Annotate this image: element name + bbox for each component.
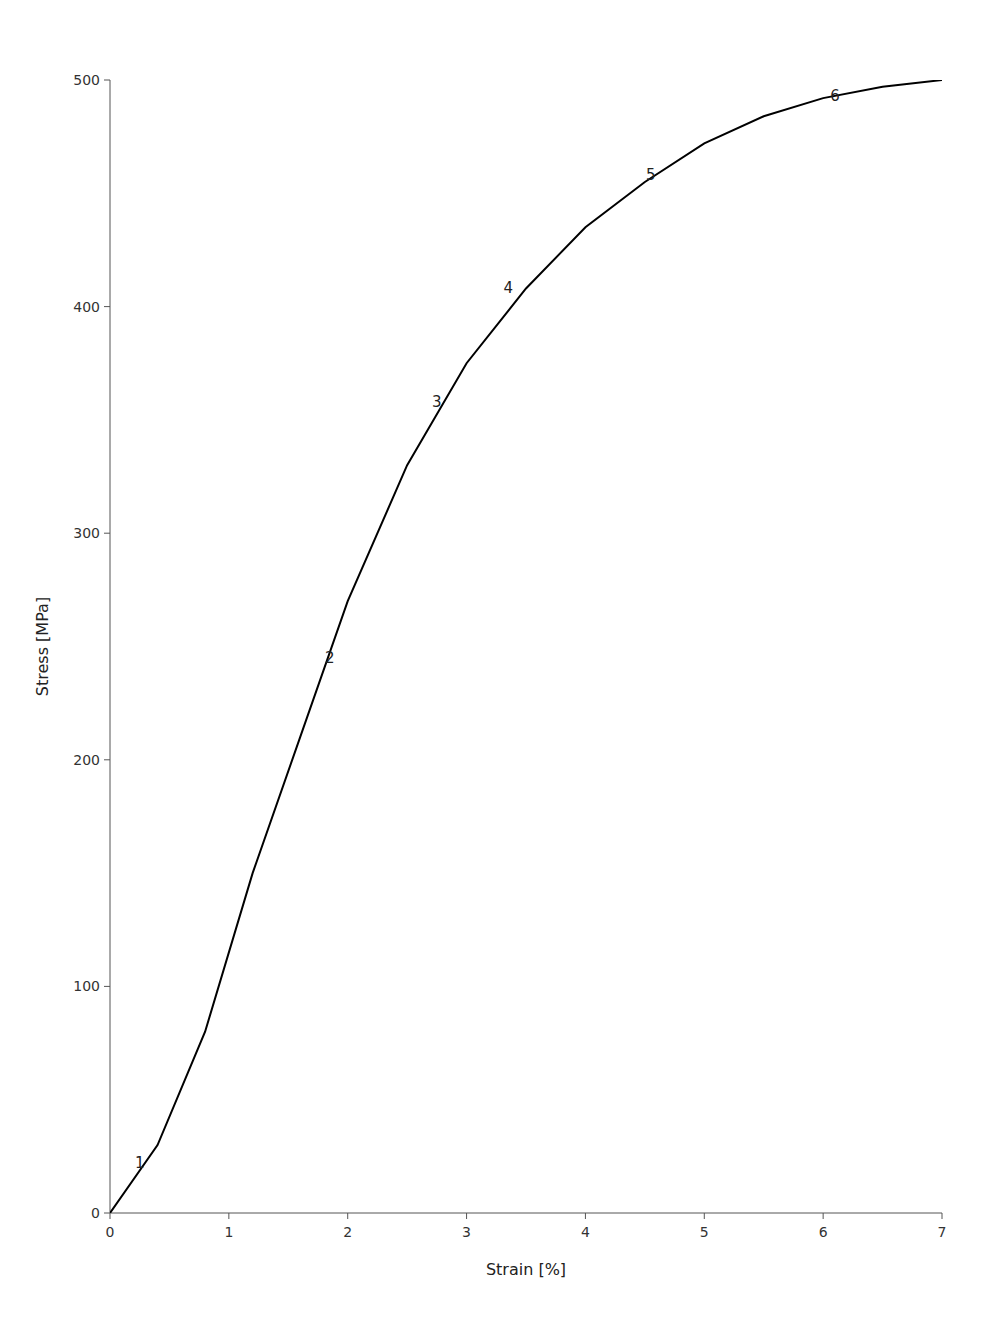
chart: 0 1 2 3 4 5 6 7 0 100 200 300 400 500 Strain [%] Stress… <box>0 0 992 1323</box>
x-tick-label: 5 <box>700 1224 709 1240</box>
plot-area <box>110 80 942 1213</box>
x-tick-label: 4 <box>581 1224 590 1240</box>
y-tick-label: 500 <box>73 72 100 88</box>
x-axis-label: Strain [%] <box>486 1260 566 1279</box>
x-tick <box>228 1213 229 1219</box>
x-tick-label: 0 <box>106 1224 115 1240</box>
x-tick <box>942 1213 943 1219</box>
y-tick-label: 100 <box>73 978 100 994</box>
y-tick <box>104 759 110 760</box>
x-tick <box>585 1213 586 1219</box>
y-axis <box>110 80 111 1213</box>
annotation: 2 <box>325 649 335 667</box>
annotation: 4 <box>503 279 513 297</box>
x-tick-label: 3 <box>462 1224 471 1240</box>
annotation: 6 <box>830 87 840 105</box>
y-tick <box>104 986 110 987</box>
x-tick-label: 7 <box>938 1224 947 1240</box>
y-axis-label: Stress [MPa] <box>33 597 52 696</box>
y-tick <box>104 306 110 307</box>
annotation: 5 <box>646 166 656 184</box>
x-tick <box>466 1213 467 1219</box>
x-tick-label: 6 <box>819 1224 828 1240</box>
y-tick-label: 0 <box>91 1205 100 1221</box>
line <box>110 80 942 1213</box>
y-tick <box>104 1213 110 1214</box>
x-tick-label: 2 <box>343 1224 352 1240</box>
x-tick <box>823 1213 824 1219</box>
y-tick-label: 400 <box>73 299 100 315</box>
y-tick-label: 300 <box>73 525 100 541</box>
x-tick <box>347 1213 348 1219</box>
x-tick <box>110 1213 111 1219</box>
y-tick <box>104 533 110 534</box>
x-tick <box>704 1213 705 1219</box>
y-tick-label: 200 <box>73 752 100 768</box>
x-axis <box>110 1213 942 1214</box>
x-tick-label: 1 <box>224 1224 233 1240</box>
annotation: 3 <box>432 393 442 411</box>
y-tick <box>104 80 110 81</box>
annotation: 1 <box>135 1154 145 1172</box>
